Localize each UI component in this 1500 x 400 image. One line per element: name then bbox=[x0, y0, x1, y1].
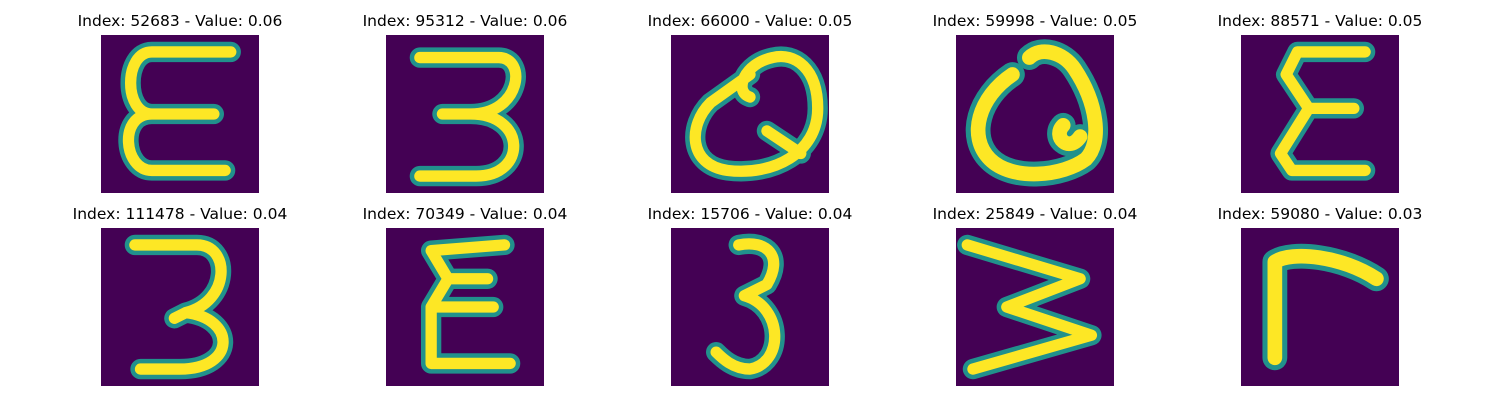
panel-title: Index: 59998 - Value: 0.05 bbox=[932, 12, 1138, 30]
panel-title: Index: 52683 - Value: 0.06 bbox=[77, 12, 283, 30]
digit-image-sigma-wide bbox=[386, 228, 544, 386]
digit-image-gamma bbox=[1241, 228, 1399, 386]
panel-title: Index: 66000 - Value: 0.05 bbox=[647, 12, 853, 30]
digit-image-three-narrow bbox=[671, 228, 829, 386]
digit-image-epsilon bbox=[101, 35, 259, 193]
digit-image-three bbox=[386, 35, 544, 193]
digit-image-sigma bbox=[1241, 35, 1399, 193]
panel-title: Index: 15706 - Value: 0.04 bbox=[647, 205, 853, 223]
digit-image-sideways-w bbox=[956, 228, 1114, 386]
panel-title: Index: 95312 - Value: 0.06 bbox=[362, 12, 568, 30]
digit-image-q-loop-thick bbox=[956, 35, 1114, 193]
panel-title: Index: 111478 - Value: 0.04 bbox=[72, 205, 288, 223]
panel-title: Index: 70349 - Value: 0.04 bbox=[362, 205, 568, 223]
digit-image-q-loop bbox=[671, 35, 829, 193]
panel-title: Index: 25849 - Value: 0.04 bbox=[932, 205, 1138, 223]
panel-title: Index: 88571 - Value: 0.05 bbox=[1217, 12, 1423, 30]
digit-image-three bbox=[101, 228, 259, 386]
panel-title: Index: 59080 - Value: 0.03 bbox=[1217, 205, 1423, 223]
